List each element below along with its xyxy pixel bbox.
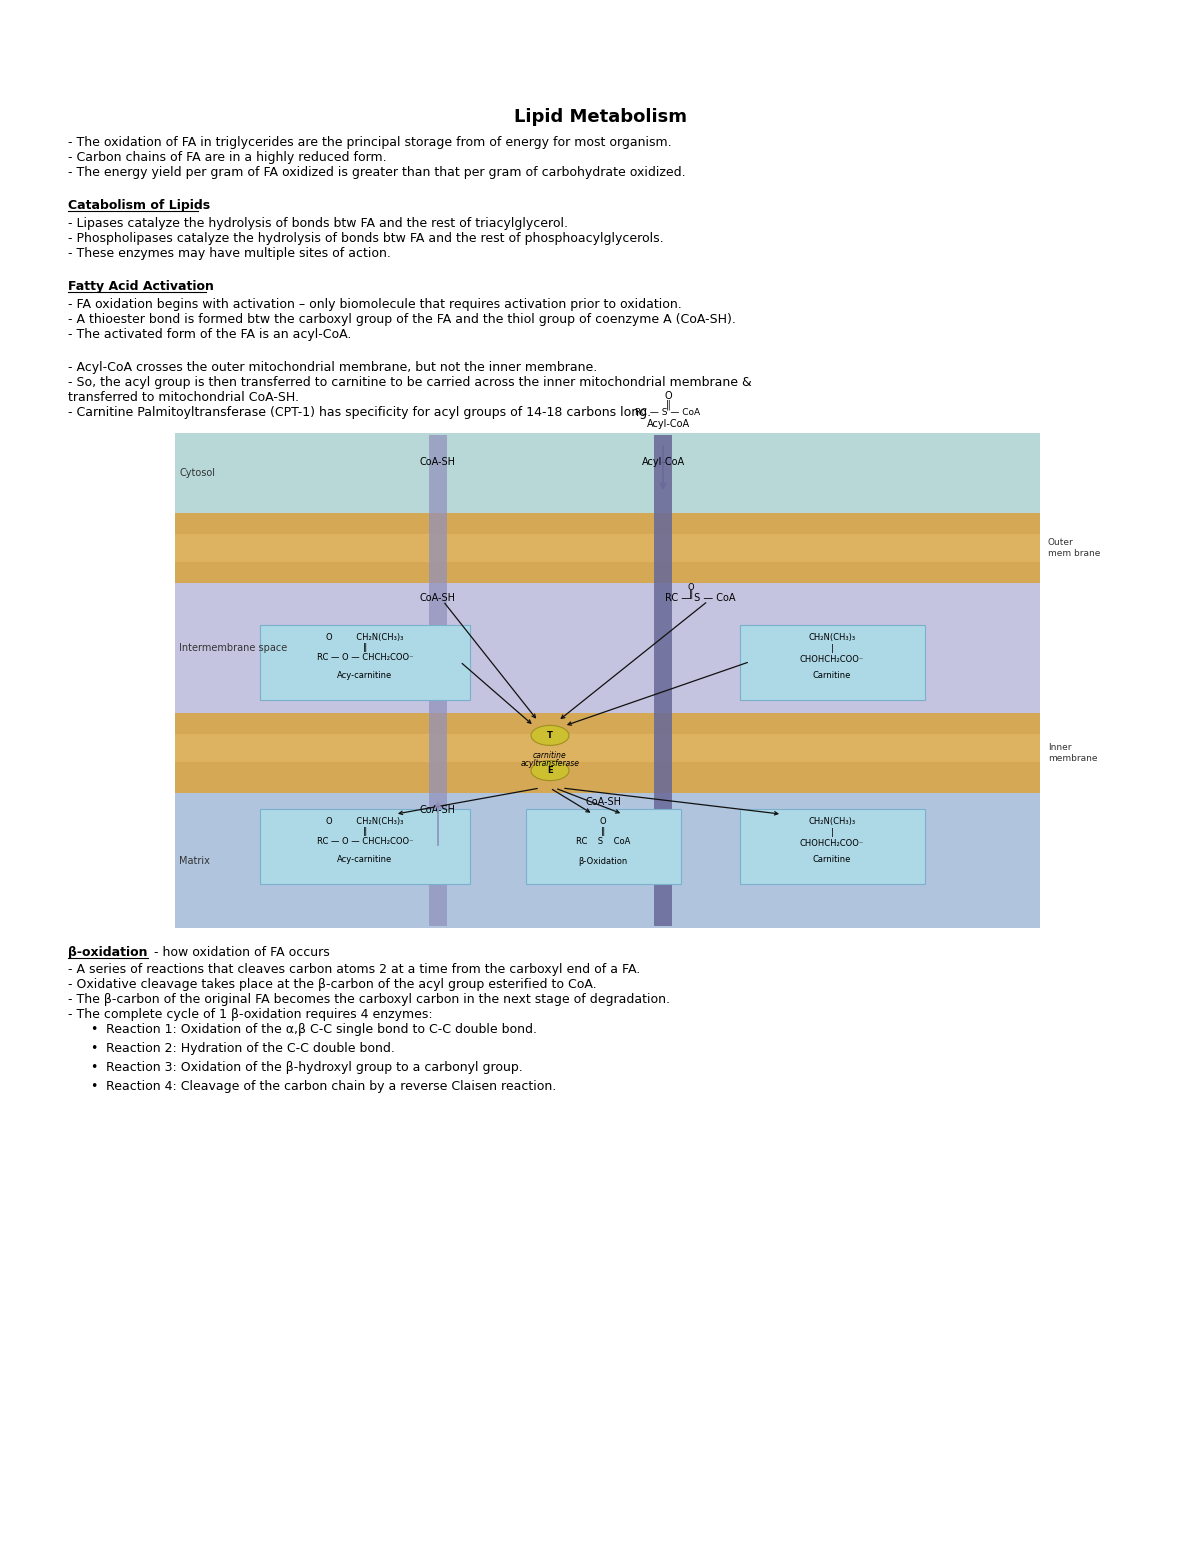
Text: carnitine: carnitine <box>533 752 566 761</box>
Bar <box>175 433 1040 512</box>
Text: Matrix: Matrix <box>179 856 210 865</box>
Text: O: O <box>688 582 695 592</box>
Text: - Carnitine Palmitoyltransferase (CPT-1) has specificity for acyl groups of 14-1: - Carnitine Palmitoyltransferase (CPT-1)… <box>68 405 652 419</box>
Text: Reaction 2: Hydration of the C-C double bond.: Reaction 2: Hydration of the C-C double … <box>106 1042 395 1054</box>
Text: - These enzymes may have multiple sites of action.: - These enzymes may have multiple sites … <box>68 247 391 259</box>
Text: - Carbon chains of FA are in a highly reduced form.: - Carbon chains of FA are in a highly re… <box>68 151 386 165</box>
Text: •: • <box>90 1023 97 1036</box>
Text: - So, the acyl group is then transferred to carnitine to be carried across the i: - So, the acyl group is then transferred… <box>68 376 751 388</box>
Text: RC — O — CHCH₂COO⁻: RC — O — CHCH₂COO⁻ <box>317 837 413 846</box>
Text: Acyl-CoA: Acyl-CoA <box>642 457 684 467</box>
Text: CoA-SH: CoA-SH <box>420 593 456 603</box>
Text: Lipid Metabolism: Lipid Metabolism <box>514 109 686 126</box>
Bar <box>260 809 470 884</box>
Text: CoA-SH: CoA-SH <box>420 804 456 815</box>
Text: - A series of reactions that cleaves carbon atoms 2 at a time from the carboxyl : - A series of reactions that cleaves car… <box>68 963 641 975</box>
Text: •: • <box>90 1061 97 1075</box>
Text: - Acyl-CoA crosses the outer mitochondrial membrane, but not the inner membrane.: - Acyl-CoA crosses the outer mitochondri… <box>68 360 598 374</box>
Text: - Phospholipases catalyze the hydrolysis of bonds btw FA and the rest of phospho: - Phospholipases catalyze the hydrolysis… <box>68 231 664 245</box>
Bar <box>175 794 1040 929</box>
Text: Fatty Acid Activation: Fatty Acid Activation <box>68 280 214 294</box>
Text: ‖: ‖ <box>362 828 367 836</box>
Bar <box>740 624 925 699</box>
Text: Intermembrane space: Intermembrane space <box>179 643 287 652</box>
Text: Cytosol: Cytosol <box>179 467 215 478</box>
Text: - FA oxidation begins with activation – only biomolecule that requires activatio: - FA oxidation begins with activation – … <box>68 298 682 311</box>
Text: CH₂N(CH₃)₃: CH₂N(CH₃)₃ <box>809 817 856 826</box>
Text: Reaction 4: Cleavage of the carbon chain by a reverse Claisen reaction.: Reaction 4: Cleavage of the carbon chain… <box>106 1079 557 1093</box>
Text: - Lipases catalyze the hydrolysis of bonds btw FA and the rest of triacylglycero: - Lipases catalyze the hydrolysis of bon… <box>68 217 568 230</box>
Bar <box>175 582 1040 713</box>
Text: CoA-SH: CoA-SH <box>420 457 456 467</box>
Text: - The complete cycle of 1 β-oxidation requires 4 enzymes:: - The complete cycle of 1 β-oxidation re… <box>68 1008 433 1020</box>
Text: O: O <box>664 391 672 401</box>
Text: - The β-carbon of the original FA becomes the carboxyl carbon in the next stage : - The β-carbon of the original FA become… <box>68 992 670 1006</box>
Text: RC — O — CHCH₂COO⁻: RC — O — CHCH₂COO⁻ <box>317 652 413 662</box>
Text: β-Oxidation: β-Oxidation <box>578 857 628 867</box>
Text: Catabolism of Lipids: Catabolism of Lipids <box>68 199 210 213</box>
Text: T: T <box>547 731 553 739</box>
Text: O: O <box>600 817 606 826</box>
Bar <box>526 809 682 884</box>
Ellipse shape <box>530 761 569 781</box>
Text: E: E <box>547 766 553 775</box>
Text: - A thioester bond is formed btw the carboxyl group of the FA and the thiol grou: - A thioester bond is formed btw the car… <box>68 314 736 326</box>
Text: ‖: ‖ <box>601 828 605 836</box>
Text: O         CH₂N(CH₃)₃: O CH₂N(CH₃)₃ <box>326 817 403 826</box>
Bar <box>654 435 672 926</box>
Text: acyltransferase: acyltransferase <box>521 759 580 769</box>
Bar <box>175 735 1040 763</box>
Text: RC    S    CoA: RC S CoA <box>576 837 630 846</box>
Text: CHOHCH₂COO⁻: CHOHCH₂COO⁻ <box>800 655 864 663</box>
Text: - The energy yield per gram of FA oxidized is greater than that per gram of carb: - The energy yield per gram of FA oxidiz… <box>68 166 685 179</box>
Text: ‖: ‖ <box>666 401 671 410</box>
Ellipse shape <box>530 725 569 745</box>
Bar <box>740 809 925 884</box>
Bar <box>260 624 470 699</box>
Text: •: • <box>90 1042 97 1054</box>
Text: Outer
mem brane: Outer mem brane <box>1048 539 1100 558</box>
Text: Acy-carnitine: Acy-carnitine <box>337 856 392 863</box>
Text: Carnitine: Carnitine <box>812 671 851 680</box>
Text: O         CH₂N(CH₃)₃: O CH₂N(CH₃)₃ <box>326 632 403 641</box>
Bar <box>430 435 446 926</box>
Bar <box>175 512 1040 582</box>
Text: |: | <box>830 828 834 837</box>
Text: transferred to mitochondrial CoA-SH.: transferred to mitochondrial CoA-SH. <box>68 391 299 404</box>
Text: Reaction 1: Oxidation of the α,β C-C single bond to C-C double bond.: Reaction 1: Oxidation of the α,β C-C sin… <box>106 1023 538 1036</box>
Text: Inner
membrane: Inner membrane <box>1048 744 1098 763</box>
Text: CHOHCH₂COO⁻: CHOHCH₂COO⁻ <box>800 839 864 848</box>
Text: CH₂N(CH₃)₃: CH₂N(CH₃)₃ <box>809 632 856 641</box>
Text: CoA-SH: CoA-SH <box>586 797 622 808</box>
Text: •: • <box>90 1079 97 1093</box>
Text: |: | <box>830 643 834 652</box>
Text: - The activated form of the FA is an acyl-CoA.: - The activated form of the FA is an acy… <box>68 328 352 342</box>
Text: RC — S — CoA: RC — S — CoA <box>665 593 736 603</box>
Text: ‖: ‖ <box>689 590 694 599</box>
Text: - how oxidation of FA occurs: - how oxidation of FA occurs <box>150 946 330 960</box>
Text: ‖: ‖ <box>362 643 367 652</box>
Text: Carnitine: Carnitine <box>812 856 851 863</box>
Text: Acyl-CoA: Acyl-CoA <box>647 419 690 429</box>
Text: Reaction 3: Oxidation of the β-hydroxyl group to a carbonyl group.: Reaction 3: Oxidation of the β-hydroxyl … <box>106 1061 523 1075</box>
Text: Acy-carnitine: Acy-carnitine <box>337 671 392 680</box>
Text: - The oxidation of FA in triglycerides are the principal storage from of energy : - The oxidation of FA in triglycerides a… <box>68 137 672 149</box>
Text: RC — S — CoA: RC — S — CoA <box>636 408 701 418</box>
Bar <box>175 713 1040 794</box>
Text: - Oxidative cleavage takes place at the β-carbon of the acyl group esterified to: - Oxidative cleavage takes place at the … <box>68 978 596 991</box>
Text: β-oxidation: β-oxidation <box>68 946 148 960</box>
Bar <box>175 534 1040 562</box>
